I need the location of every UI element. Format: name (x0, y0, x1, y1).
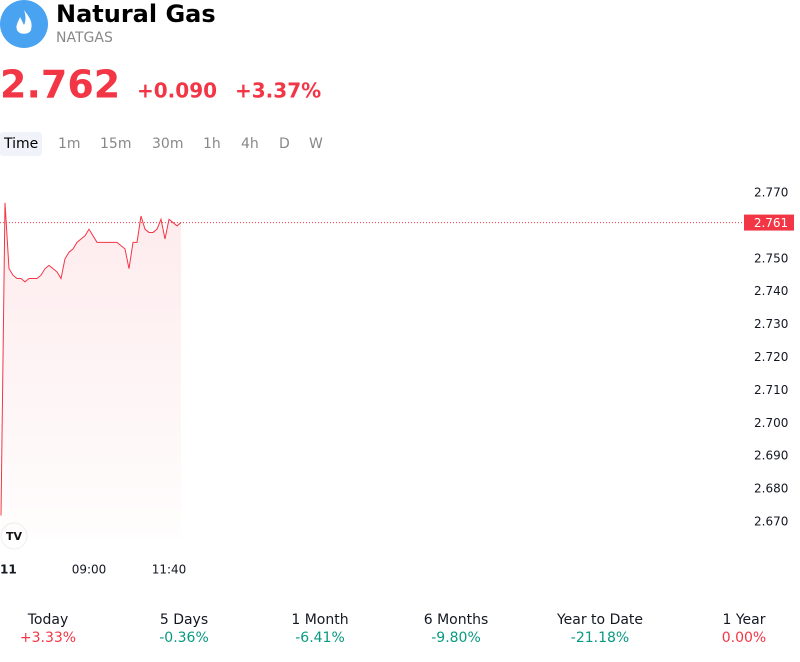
period-change: 0.00% (722, 630, 766, 646)
price: 2.762 (0, 63, 120, 107)
title: Natural Gas (56, 0, 216, 28)
y-tick-label: 2.730 (754, 317, 788, 331)
timeframe-tab[interactable]: 4h (241, 136, 259, 152)
period-change: +3.33% (20, 630, 76, 646)
period-change: -21.18% (571, 630, 629, 646)
y-tick-label: 2.690 (754, 449, 788, 463)
timeframe-tab[interactable]: Time (3, 136, 38, 152)
symbol: NATGAS (56, 30, 113, 46)
x-tick-label: 11 (0, 563, 17, 577)
change: +0.090 (137, 79, 217, 103)
y-tick-label: 2.770 (754, 185, 788, 199)
y-tick-label: 2.700 (754, 416, 788, 430)
x-tick-label: 09:00 (72, 563, 107, 577)
timeframe-tab[interactable]: 1m (58, 136, 81, 152)
y-tick-label: 2.710 (754, 383, 788, 397)
period-label[interactable]: Today (27, 612, 69, 628)
period-label[interactable]: 6 Months (424, 612, 489, 628)
timeframe-tab[interactable]: W (309, 136, 323, 152)
area (1, 202, 181, 539)
period-label[interactable]: Year to Date (556, 612, 643, 628)
y-tick-label: 2.750 (754, 251, 788, 265)
logo (0, 0, 48, 48)
period-label[interactable]: 1 Month (291, 612, 348, 628)
timeframe-tab[interactable]: 15m (100, 136, 131, 152)
last-price-badge (744, 214, 794, 231)
last-price-label: 2.761 (754, 216, 788, 230)
y-tick-label: 2.670 (754, 515, 788, 529)
timeframe-tab[interactable]: D (279, 136, 290, 152)
timeframe-tab[interactable]: 30m (152, 136, 183, 152)
tab-selected-bg (0, 132, 42, 156)
period-change: -0.36% (159, 630, 209, 646)
timeframe-tab[interactable]: 1h (203, 136, 221, 152)
period-change: -6.41% (295, 630, 345, 646)
y-tick-label: 2.720 (754, 350, 788, 364)
period-label[interactable]: 5 Days (160, 612, 208, 628)
x-tick-label: 11:40 (152, 563, 187, 577)
y-tick-label: 2.680 (754, 482, 788, 496)
y-tick-label: 2.740 (754, 284, 788, 298)
price-line (0, 202, 182, 516)
period-label[interactable]: 1 Year (723, 612, 766, 628)
period-change: -9.80% (431, 630, 481, 646)
change-percent: +3.37% (235, 79, 321, 103)
